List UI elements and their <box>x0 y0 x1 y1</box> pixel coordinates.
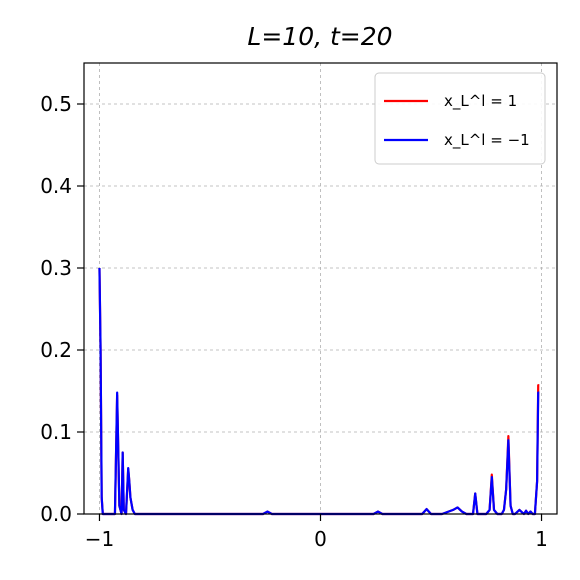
y-tick-label: 0.2 <box>40 338 72 362</box>
series-line-xl-minus-1 <box>98 267 540 516</box>
y-tick-label: 0.3 <box>40 256 72 280</box>
series-line-xl-1 <box>98 267 540 516</box>
legend-label: x_L^l = 1 <box>444 92 517 111</box>
y-tick-label: 0.1 <box>40 420 72 444</box>
chart-title: L=10, t=20 <box>247 22 392 51</box>
x-tick-label: 1 <box>535 527 548 551</box>
legend: x_L^l = 1 x_L^l = −1 <box>374 72 546 165</box>
x-tick-label: 0 <box>314 527 327 551</box>
legend-label: x_L^l = −1 <box>444 131 530 150</box>
legend-box <box>374 72 546 165</box>
y-tick-label: 0.5 <box>40 92 72 116</box>
x-tick-label: −1 <box>85 527 114 551</box>
plot-area: −1 0 1 0.0 0.1 0.2 0.3 0.4 0.5 <box>40 62 558 551</box>
y-tick-label: 0.0 <box>40 502 72 526</box>
y-tick-label: 0.4 <box>40 174 72 198</box>
